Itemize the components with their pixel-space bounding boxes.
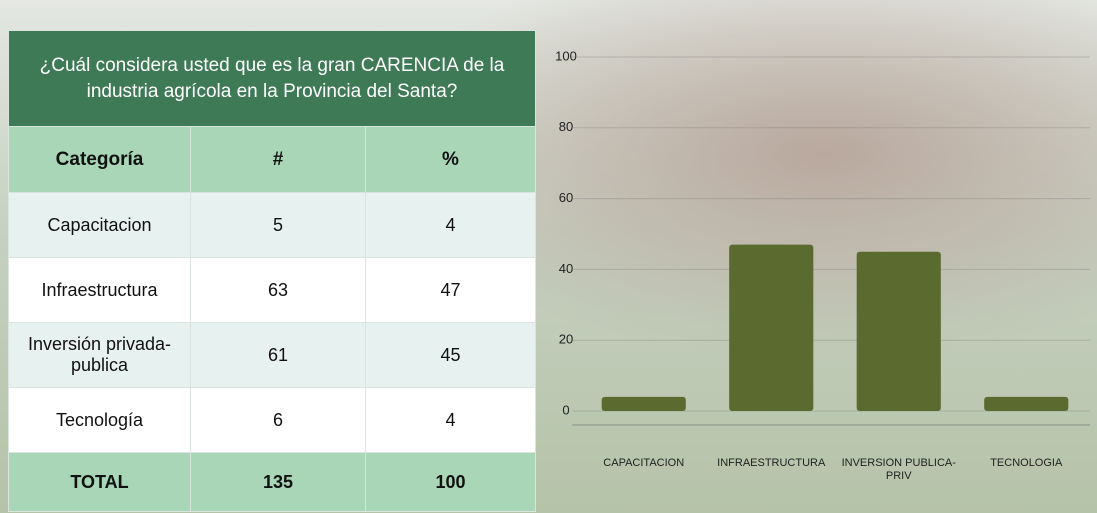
table-cell: 47 — [365, 257, 536, 323]
table-cell: ¿Cuál considera usted que es la gran CAR… — [8, 30, 536, 127]
table-cell: Capacitacion — [8, 192, 191, 258]
table-cell: Categoría — [8, 126, 191, 193]
y-tick-label: 80 — [559, 119, 573, 134]
table-row: Tecnología 6 4 — [8, 387, 536, 453]
x-tick-label: TECNOLOGIA — [990, 457, 1063, 469]
table-cell: 135 — [190, 452, 366, 512]
table-cell: Infraestructura — [8, 257, 191, 323]
table-cell: 100 — [365, 452, 536, 512]
table-cell: 63 — [190, 257, 366, 323]
table-cell: 4 — [365, 387, 536, 453]
bar — [984, 396, 1069, 411]
bar — [601, 396, 686, 411]
table-total: TOTAL 135 100 — [8, 452, 536, 512]
table-cell: 4 — [365, 192, 536, 258]
table-cell: Tecnología — [8, 387, 191, 453]
x-tick-label: CAPACITACION — [603, 457, 685, 469]
table-row: Inversión privada-publica 61 45 — [8, 322, 536, 388]
table-cell: 61 — [190, 322, 366, 388]
table-row: Infraestructura 63 47 — [8, 257, 536, 323]
data-table: ¿Cuál considera usted que es la gran CAR… — [8, 30, 536, 512]
y-tick-label: 100 — [555, 48, 577, 63]
bar — [729, 244, 814, 411]
y-tick-label: 0 — [562, 402, 569, 417]
table-cell: 45 — [365, 322, 536, 388]
x-tick-label: INVERSION PUBLICA-PRIV — [841, 457, 956, 482]
y-tick-label: 60 — [559, 190, 573, 205]
table-cell: TOTAL — [8, 452, 191, 512]
table-header: Categoría #% — [8, 126, 536, 193]
bar — [856, 251, 941, 411]
table-cell: # — [190, 126, 366, 193]
table-cell: 5 — [190, 192, 366, 258]
y-tick-label: 20 — [559, 332, 573, 347]
table-row: Capacitacion 5 4 — [8, 192, 536, 258]
table-cell: Inversión privada-publica — [8, 322, 191, 388]
x-tick-label: INFRAESTRUCTURA — [717, 457, 826, 469]
table-title: ¿Cuál considera usted que es la gran CAR… — [8, 30, 536, 127]
table-cell: % — [365, 126, 536, 193]
y-tick-label: 40 — [559, 261, 573, 276]
